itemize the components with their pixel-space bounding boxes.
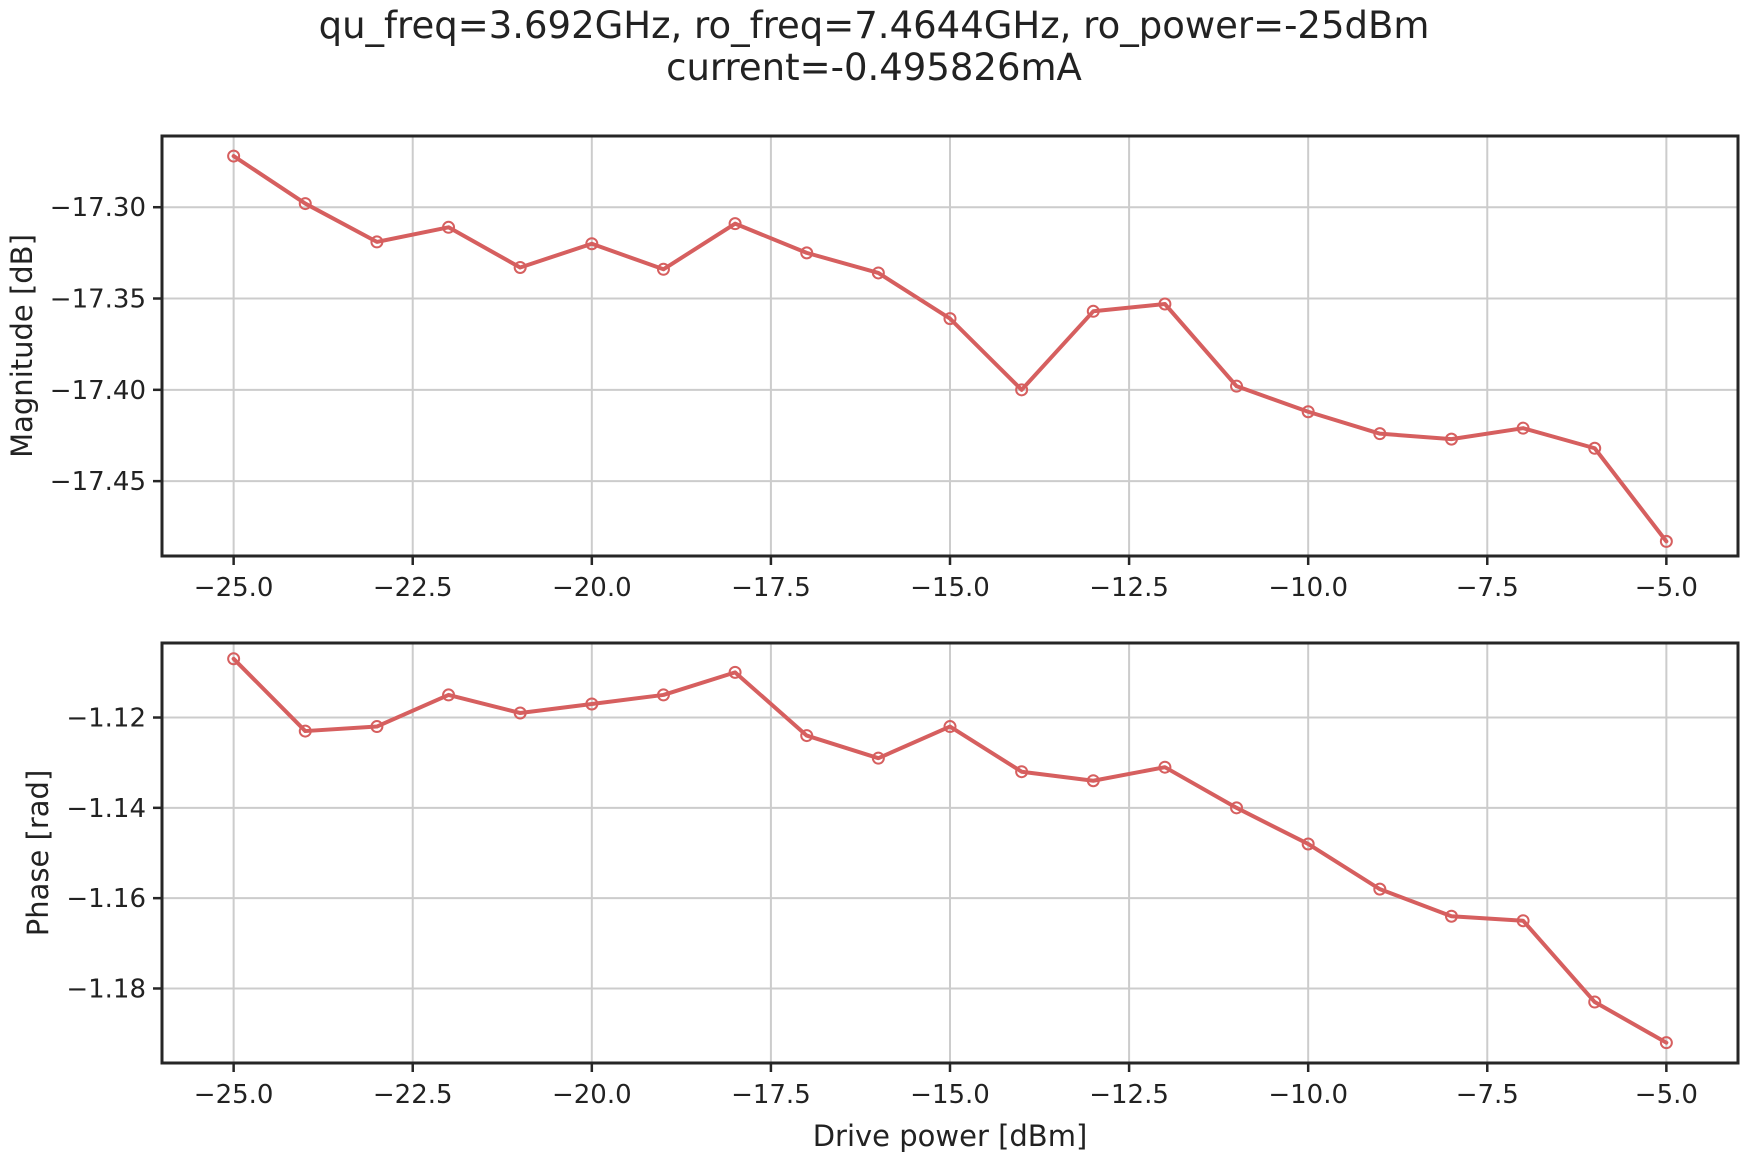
- data-point: [1230, 379, 1244, 393]
- data-point: [800, 246, 814, 260]
- y-tick-label: −1.12: [66, 704, 146, 734]
- data-point: [656, 262, 670, 276]
- x-tick-label: −22.5: [373, 1080, 453, 1110]
- data-point: [656, 688, 670, 702]
- y-tick-label: −17.35: [50, 285, 146, 315]
- x-tick-label: −5.0: [1635, 573, 1698, 603]
- phase-subplot: −25.0 −22.5 −20.0 −17.5 −15.0 −12.5 −10.0 −7.5 −…: [21, 641, 1740, 1153]
- x-tick-label: −20.0: [552, 573, 632, 603]
- x-tick-label: −17.5: [731, 573, 811, 603]
- y-tick-label: −17.40: [50, 376, 146, 406]
- figure-title-line-1: qu_freq=3.692GHz, ro_freq=7.4644GHz, ro_…: [319, 4, 1430, 47]
- data-point: [298, 724, 312, 738]
- data-point: [1516, 421, 1530, 435]
- x-axis-label: Drive power [dBm]: [813, 1119, 1088, 1153]
- x-tick-label: −12.5: [1089, 1080, 1169, 1110]
- y-tick-label: −1.14: [66, 794, 146, 824]
- data-point: [298, 197, 312, 211]
- data-point: [1373, 882, 1387, 896]
- x-tick-label: −15.0: [910, 1080, 990, 1110]
- data-point: [1015, 765, 1029, 779]
- y-axis-label: Magnitude [dB]: [5, 234, 39, 458]
- y-axis-label: Phase [rad]: [21, 770, 55, 937]
- data-point: [442, 220, 456, 234]
- x-tick-label: −10.0: [1268, 1080, 1348, 1110]
- x-tick-label: −7.5: [1456, 573, 1519, 603]
- data-point: [1015, 383, 1029, 397]
- data-point: [1659, 1036, 1673, 1050]
- data-point: [1444, 432, 1458, 446]
- data-point: [871, 751, 885, 765]
- data-point: [1516, 914, 1530, 928]
- data-point: [871, 266, 885, 280]
- data-point: [1086, 774, 1100, 788]
- x-tick-label: −25.0: [194, 1080, 274, 1110]
- x-tick-label: −22.5: [373, 573, 453, 603]
- data-point: [370, 235, 384, 249]
- data-point: [227, 652, 241, 666]
- data-point: [800, 729, 814, 743]
- x-tick-label: −15.0: [910, 573, 990, 603]
- y-tick-label: −1.18: [66, 974, 146, 1004]
- data-point: [1230, 801, 1244, 815]
- data-point: [585, 697, 599, 711]
- data-point: [1086, 304, 1100, 318]
- x-tick-label: −10.0: [1268, 573, 1348, 603]
- y-tick-label: −17.45: [50, 467, 146, 497]
- data-point: [1158, 760, 1172, 774]
- data-point: [1659, 534, 1673, 548]
- y-tick-label: −1.16: [66, 884, 146, 914]
- x-tick-label: −25.0: [194, 573, 274, 603]
- series-line: [231, 656, 1669, 1045]
- data-point: [1588, 995, 1602, 1009]
- data-point: [1588, 441, 1602, 455]
- data-point: [370, 720, 384, 734]
- data-point: [1158, 297, 1172, 311]
- data-point: [728, 665, 742, 679]
- data-point: [513, 260, 527, 274]
- data-point: [1301, 405, 1315, 419]
- data-point: [442, 688, 456, 702]
- x-tick-label: −5.0: [1635, 1080, 1698, 1110]
- x-tick-label: −12.5: [1089, 573, 1169, 603]
- figure-title-line-2: current=-0.495826mA: [666, 46, 1082, 89]
- y-tick-label: −17.30: [50, 193, 146, 223]
- data-point: [943, 312, 957, 326]
- x-tick-label: −20.0: [552, 1080, 632, 1110]
- data-point: [513, 706, 527, 720]
- x-tick-label: −7.5: [1456, 1080, 1519, 1110]
- data-point: [1373, 427, 1387, 441]
- data-point: [943, 720, 957, 734]
- data-point: [1444, 909, 1458, 923]
- data-point: [1301, 837, 1315, 851]
- x-tick-label: −17.5: [731, 1080, 811, 1110]
- data-point: [728, 217, 742, 231]
- data-point: [227, 149, 241, 163]
- data-point: [585, 237, 599, 251]
- series-line: [231, 154, 1669, 544]
- magnitude-subplot: −25.0 −22.5 −20.0 −17.5 −15.0 −12.5 −10.0 −7.5 −…: [5, 134, 1740, 603]
